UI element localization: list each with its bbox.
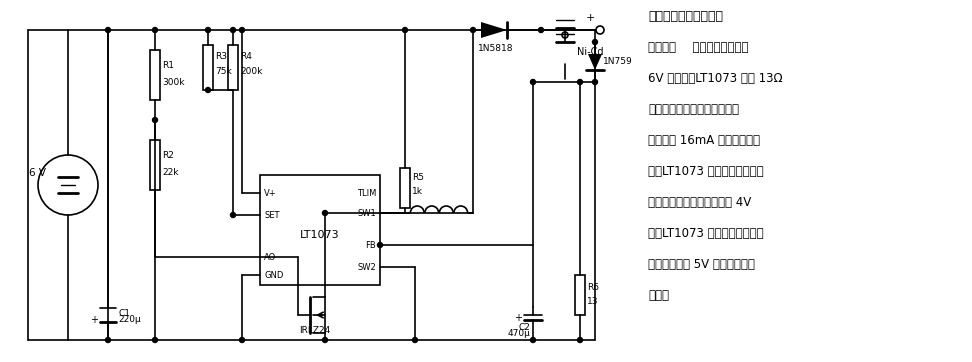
Bar	[260, 175, 380, 285]
Text: 220μ: 220μ	[118, 316, 141, 324]
Text: R2: R2	[162, 151, 174, 160]
Text: R5: R5	[412, 173, 424, 182]
Text: 470μ: 470μ	[507, 329, 530, 338]
Text: 300k: 300k	[162, 78, 185, 87]
Text: 在太阳能板的输出电压降到 4V: 在太阳能板的输出电压降到 4V	[648, 196, 751, 209]
Text: 1N759: 1N759	[603, 58, 633, 67]
Text: FB: FB	[365, 240, 376, 249]
Text: 而当电压升到 5V 时又可对电池: 而当电压升到 5V 时又可对电池	[648, 258, 755, 271]
Circle shape	[593, 80, 598, 84]
Text: GND: GND	[264, 270, 284, 279]
Circle shape	[323, 210, 328, 215]
Circle shape	[593, 39, 598, 45]
Text: 时，LT1073 将关断充电电路；: 时，LT1073 将关断充电电路；	[648, 227, 764, 240]
Text: +: +	[585, 13, 595, 23]
Text: R1: R1	[162, 60, 174, 70]
Circle shape	[153, 337, 157, 342]
Bar	[150, 50, 160, 100]
Text: IRLZ24: IRLZ24	[299, 326, 330, 335]
Text: 13: 13	[587, 296, 599, 306]
Circle shape	[153, 118, 157, 122]
Circle shape	[230, 212, 235, 218]
Text: +: +	[90, 315, 98, 325]
Text: 6V 的电压，LT1073 经由 13Ω: 6V 的电压，LT1073 经由 13Ω	[648, 72, 782, 85]
Circle shape	[531, 337, 536, 342]
Circle shape	[230, 28, 235, 33]
Circle shape	[153, 28, 157, 33]
Polygon shape	[588, 54, 602, 70]
Circle shape	[106, 337, 111, 342]
Text: C2: C2	[518, 323, 530, 332]
Circle shape	[412, 337, 418, 342]
Bar	[203, 45, 213, 90]
Text: 池充电器    太阳能电池板提供: 池充电器 太阳能电池板提供	[648, 41, 748, 54]
Text: LT1073: LT1073	[300, 230, 340, 240]
Bar	[575, 275, 585, 315]
Text: 6 V: 6 V	[29, 168, 46, 178]
Bar	[150, 140, 160, 190]
Circle shape	[239, 28, 245, 33]
Circle shape	[323, 337, 328, 342]
Text: 75k: 75k	[215, 67, 231, 76]
Text: 流。LT1073 内的低电压测定器: 流。LT1073 内的低电压测定器	[648, 165, 764, 178]
Text: 充电。: 充电。	[648, 289, 669, 302]
Text: 1k: 1k	[412, 188, 423, 197]
Circle shape	[577, 80, 582, 84]
Text: SW2: SW2	[358, 262, 376, 272]
Text: 200k: 200k	[240, 67, 262, 76]
Text: C1: C1	[118, 308, 130, 317]
Bar	[228, 45, 238, 90]
Circle shape	[577, 337, 582, 342]
Circle shape	[377, 243, 383, 248]
Text: 用太阳能电池的镍镉电: 用太阳能电池的镍镉电	[648, 10, 723, 23]
Text: 1N5818: 1N5818	[478, 44, 514, 53]
Text: 22k: 22k	[162, 168, 179, 177]
Circle shape	[538, 28, 543, 33]
Polygon shape	[481, 22, 507, 38]
Text: V+: V+	[264, 189, 277, 198]
Circle shape	[402, 28, 407, 33]
Text: SET: SET	[264, 210, 280, 219]
Text: 电阻检测充电电流，在镍镉电: 电阻检测充电电流，在镍镉电	[648, 103, 739, 116]
Circle shape	[205, 88, 211, 93]
Text: TLIM: TLIM	[357, 189, 376, 198]
Circle shape	[106, 28, 111, 33]
Text: SW1: SW1	[358, 209, 376, 218]
Circle shape	[470, 28, 475, 33]
Text: R6: R6	[587, 282, 599, 291]
Text: Ni-Cd: Ni-Cd	[577, 47, 604, 57]
Text: 池中维持 16mA 的固定充电电: 池中维持 16mA 的固定充电电	[648, 134, 760, 147]
Bar	[101, 308, 115, 322]
Text: R3: R3	[215, 52, 227, 61]
Text: R4: R4	[240, 52, 252, 61]
Bar	[400, 168, 410, 208]
Circle shape	[239, 337, 245, 342]
Circle shape	[531, 80, 536, 84]
Text: +: +	[514, 313, 522, 323]
Text: AO: AO	[264, 253, 276, 261]
Circle shape	[205, 28, 211, 33]
